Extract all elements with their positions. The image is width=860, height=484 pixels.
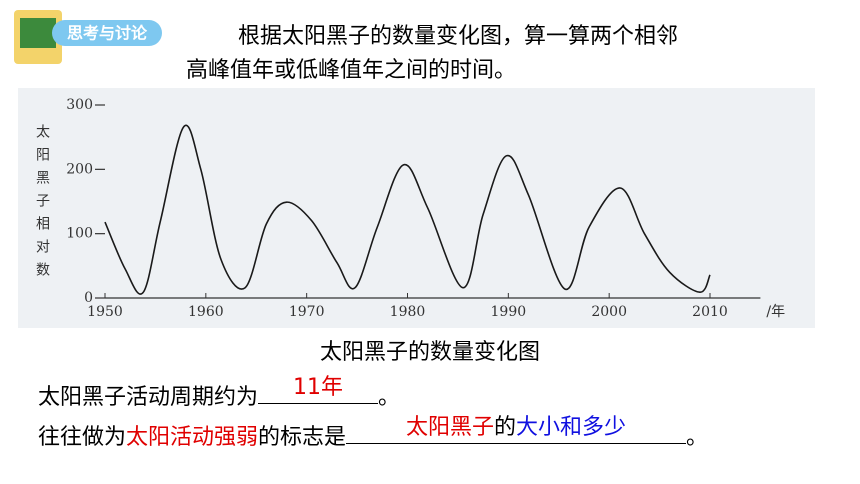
answer-blank: 11年 <box>258 377 379 404</box>
question: 往往做为太阳活动强弱的标志是 太阳黑子的大小和多少。 <box>38 417 709 450</box>
answer-text: 太阳黑子 <box>406 415 495 440</box>
question-text: 的标志是 <box>258 425 347 450</box>
question-text: 太阳活动强弱 <box>126 425 259 450</box>
question-text: 往往做为 <box>38 425 127 450</box>
x-tick-label: 2010 <box>692 304 728 320</box>
y-tick-label: 300 <box>66 97 93 113</box>
question-text: 太阳黑子活动周期约为 <box>38 385 259 410</box>
chart-background <box>18 88 815 328</box>
badge-text: 思考与讨论 <box>67 24 148 43</box>
answer-blank: 太阳黑子的大小和多少 <box>346 417 687 444</box>
answer-text: 大小和多少 <box>516 415 627 440</box>
answer-text: 11年 <box>293 375 344 400</box>
question-end: 。 <box>686 425 709 450</box>
x-tick-label: 1960 <box>188 304 224 320</box>
question-end: 。 <box>378 385 401 410</box>
question: 太阳黑子活动周期约为 11年 。 <box>38 377 401 410</box>
y-axis-label: 太阳黑子相对数 <box>34 124 50 285</box>
x-tick-label: 1950 <box>87 304 123 320</box>
prompt-line: 根据太阳黑子的数量变化图，算一算两个相邻 <box>238 24 679 49</box>
badge-icon <box>14 10 162 64</box>
y-tick-label: 200 <box>66 161 93 177</box>
y-tick-label: 0 <box>84 290 93 306</box>
x-tick-label: 1970 <box>289 304 325 320</box>
prompt-line: 高峰值年或低峰值年之间的时间。 <box>186 58 517 83</box>
x-tick-label: 1990 <box>491 304 527 320</box>
y-tick-label: 100 <box>66 226 93 242</box>
answer: 太阳黑子的大小和多少 <box>346 417 686 439</box>
x-tick-label: 1980 <box>390 304 426 320</box>
chart-caption: 太阳黑子的数量变化图 <box>319 340 540 365</box>
data-line <box>104 124 711 295</box>
x-axis-label: /年 <box>766 304 785 320</box>
answer: 11年 <box>258 377 378 399</box>
x-tick-label: 2000 <box>591 304 627 320</box>
answer-text: 的 <box>494 415 517 440</box>
